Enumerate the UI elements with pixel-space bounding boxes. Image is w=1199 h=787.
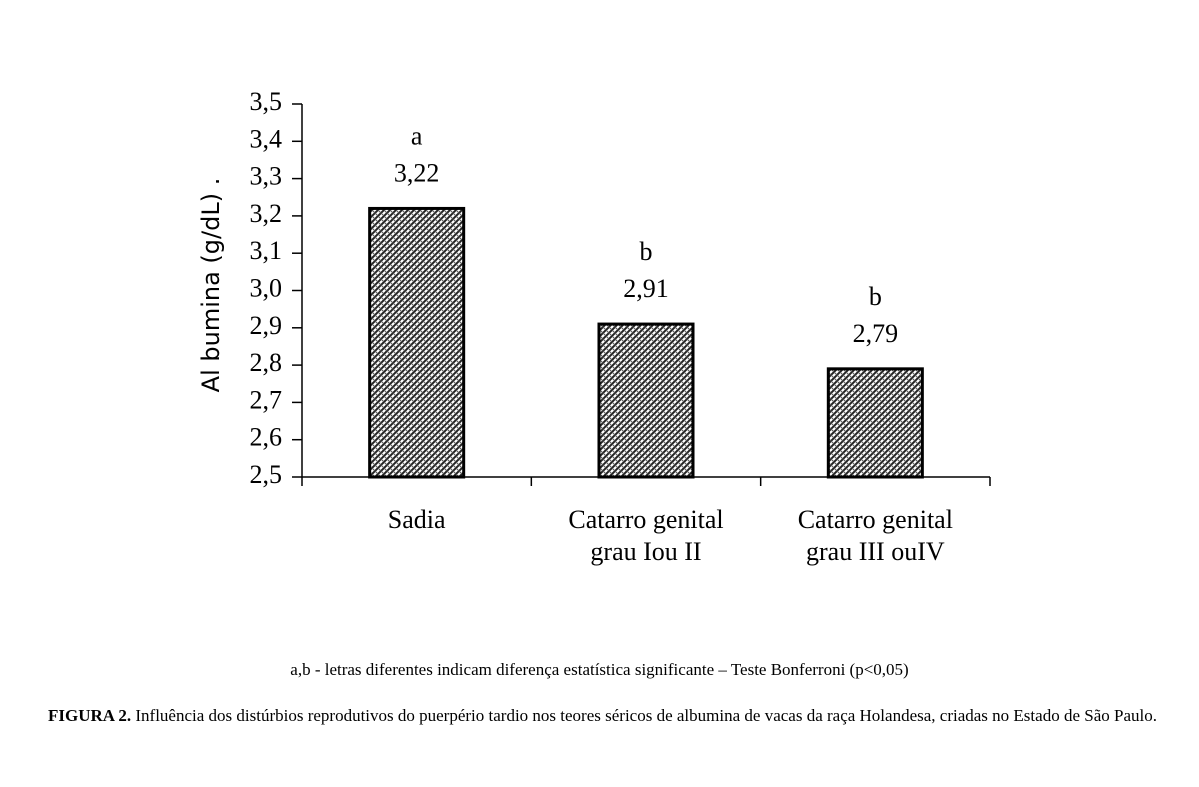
value-label: 2,91 (623, 274, 669, 303)
y-tick-label: 2,6 (250, 423, 283, 452)
y-tick-label: 3,5 (250, 87, 283, 116)
caption-label: FIGURA 2. (48, 706, 132, 725)
footnote: a,b - letras diferentes indicam diferenç… (290, 660, 909, 679)
y-tick-label: 3,3 (250, 162, 283, 191)
caption: FIGURA 2. Influência dos distúrbios repr… (48, 703, 1160, 729)
x-tick-label: Sadia (388, 505, 446, 534)
y-tick-label: 3,2 (250, 199, 283, 228)
y-tick-label: 3,0 (250, 273, 283, 302)
bar (368, 206, 466, 479)
x-tick-label: Catarro genital grau Iou II (568, 505, 723, 566)
y-axis-label: Al bumina (g/dL) . (197, 178, 225, 393)
y-tick-label: 3,1 (250, 236, 283, 265)
significance-letter: a (411, 121, 423, 150)
bar (597, 322, 695, 479)
bar (826, 367, 924, 479)
chart: Al bumina (g/dL) . 2,5 2,6 2,7 2,8 2,9 3,0 3,1… (197, 87, 991, 566)
y-tick-label: 2,8 (250, 348, 283, 377)
value-label: 3,22 (394, 158, 440, 187)
x-tick-label: Catarro genital grau III ouIV (798, 505, 953, 566)
y-tick-label: 2,5 (250, 460, 283, 489)
y-tick-label: 3,4 (250, 124, 283, 153)
y-tick-label: 2,9 (250, 311, 283, 340)
y-tick-label: 2,7 (250, 385, 283, 414)
caption-text: Influência dos distúrbios reprodutivos d… (135, 706, 1157, 725)
significance-letter: b (869, 282, 882, 311)
value-label: 2,79 (853, 319, 899, 348)
significance-letter: b (640, 237, 653, 266)
